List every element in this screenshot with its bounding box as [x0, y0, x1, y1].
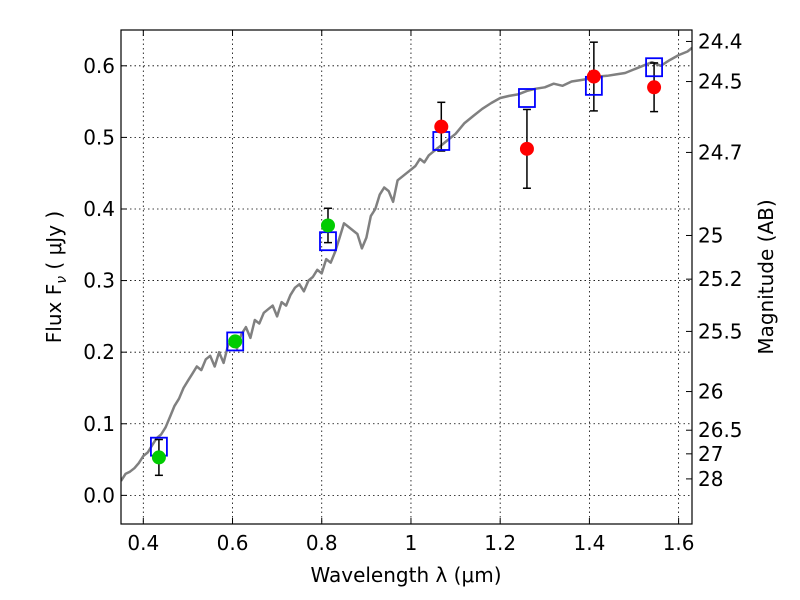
magnitude-tick-label: 24.7 [698, 140, 743, 164]
y-tick-label: 0.6 [83, 54, 115, 78]
x-tick-label: 1.6 [663, 531, 695, 555]
plot-frame [120, 29, 693, 525]
observed-nir-point [647, 80, 662, 95]
y-tick-labels: 0.0 0.1 0.2 0.3 0.4 0.5 0.6 [83, 54, 115, 508]
y-tick-label: 0.5 [83, 125, 115, 149]
x-tick-label: 1.4 [573, 531, 605, 555]
y-tick-label: 0.0 [83, 483, 115, 507]
y-tick-label: 0.2 [83, 340, 115, 364]
y-tick-label: 0.3 [83, 269, 115, 293]
model-band-square [518, 88, 536, 108]
x-axis-label: Wavelength λ (μm) [310, 563, 501, 587]
observed-nir-point [586, 69, 601, 84]
magnitude-tick-label: 25.5 [698, 319, 743, 343]
plot-series [121, 41, 692, 482]
ticks [121, 30, 692, 524]
x-tick-label: 1.2 [484, 531, 516, 555]
y-tick-label: 0.4 [83, 197, 115, 221]
magnitude-tick-label: 26 [698, 380, 723, 404]
y-tick-label: 0.1 [83, 412, 115, 436]
magnitude-tick-label: 25.2 [698, 267, 743, 291]
magnitude-tick-label: 28 [698, 467, 723, 491]
observed-optical-point [228, 334, 243, 349]
model-band-square [645, 57, 663, 78]
observed-nir-point [434, 119, 449, 134]
x-tick-label: 0.4 [127, 531, 159, 555]
magnitude-tick-label: 24.5 [698, 70, 743, 94]
y-axis-label-right: Magnitude (AB) [754, 199, 778, 354]
magnitude-tick-label: 25 [698, 223, 723, 247]
observed-optical-point [320, 218, 335, 233]
y-axis-label-sub: ν [54, 276, 70, 284]
model-band-square [226, 331, 245, 352]
grid [121, 30, 692, 524]
magnitude-tick-label: 26.5 [698, 418, 743, 442]
y-axis-label-left: Flux Fν ( μJy ) [42, 211, 70, 343]
model-sed-line [121, 46, 692, 482]
observed-optical-point [151, 450, 166, 465]
x-tick-labels: 0.4 0.6 0.8 1 1.2 1.4 1.6 [127, 531, 694, 555]
observed-nir-point [519, 141, 534, 156]
magnitude-tick-label: 27 [698, 442, 723, 466]
plot-content [121, 41, 692, 482]
y-axis-label-main: Flux F [42, 284, 66, 343]
y-axis-label-units: ( μJy ) [42, 211, 66, 276]
magnitude-tick-label: 24.4 [698, 29, 743, 53]
x-tick-label: 0.6 [217, 531, 249, 555]
x-tick-label: 1 [405, 531, 418, 555]
x-tick-label: 0.8 [306, 531, 338, 555]
